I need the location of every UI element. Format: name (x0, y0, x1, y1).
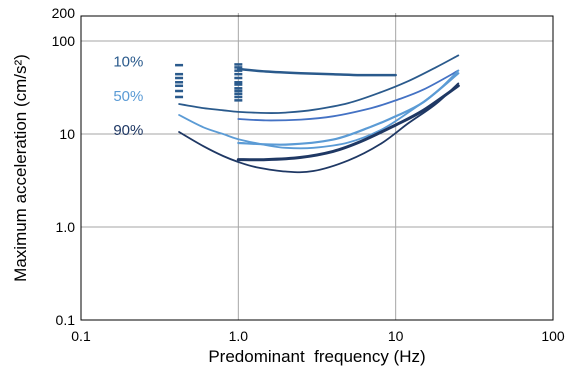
x-tick-label: 10 (388, 328, 404, 344)
data-series (178, 54, 460, 174)
grid-lines (81, 13, 553, 320)
percentile-annotations: 10% 50% 90% (113, 54, 143, 139)
series-line-7 (178, 82, 460, 174)
axis-ticks: 0.1 1.0 10 100 0.1 1.0 10 100 200 (52, 5, 565, 344)
y-tick-label: 1.0 (56, 219, 76, 235)
percentile-label: 10% (113, 54, 143, 71)
series-line-5 (237, 72, 460, 146)
series-line-1 (237, 67, 397, 77)
x-tick-label: 1.0 (229, 328, 249, 344)
series-line-3 (237, 69, 460, 122)
data-markers (175, 63, 243, 102)
y-tick-label: 0.1 (56, 312, 76, 328)
series-line-4 (178, 69, 460, 150)
y-axis-label: Maximum acceleration (cm/s²) (11, 54, 30, 282)
series-line-2 (178, 54, 460, 114)
y-tick-label: 200 (52, 5, 76, 21)
series-line-6 (236, 84, 460, 162)
percentile-label: 90% (113, 122, 143, 139)
percentile-label: 50% (113, 88, 143, 105)
plot-frame (80, 15, 554, 321)
x-axis-label: Predominant frequency (Hz) (208, 347, 425, 366)
plot-background (81, 41, 553, 320)
y-tick-label: 10 (59, 126, 75, 142)
x-tick-label: 0.1 (71, 328, 91, 344)
x-tick-label: 100 (541, 328, 565, 344)
y-tick-label: 100 (52, 33, 76, 49)
